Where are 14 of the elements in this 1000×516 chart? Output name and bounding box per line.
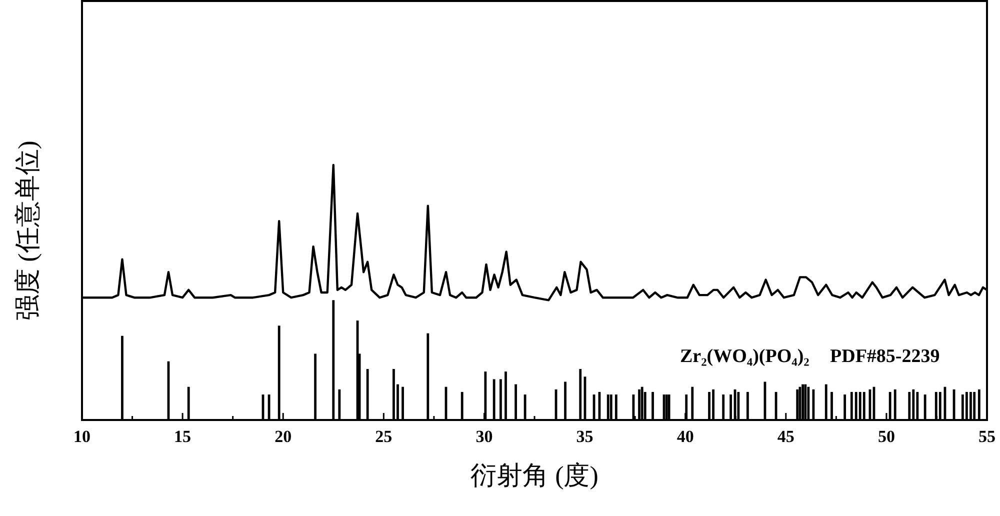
- x-tick-label: 45: [777, 427, 794, 446]
- y-axis-title: 强度 (任意单位): [13, 140, 42, 320]
- x-tick-label: 25: [375, 427, 392, 446]
- x-tick-label: 40: [676, 427, 694, 446]
- x-tick-label: 30: [476, 427, 493, 446]
- x-tick-label: 55: [978, 427, 996, 446]
- x-tick-label: 15: [174, 427, 192, 446]
- x-axis-title: 衍射角 (度): [470, 461, 598, 490]
- x-tick-label: 35: [576, 427, 594, 446]
- annotation: PDF#85-2239: [830, 346, 940, 367]
- x-tick-label: 20: [274, 427, 292, 446]
- x-tick-label: 10: [74, 427, 90, 446]
- annotation: Zr₂(WO₄)(PO₄)₂: [680, 346, 810, 367]
- x-tick-label: 50: [878, 427, 895, 446]
